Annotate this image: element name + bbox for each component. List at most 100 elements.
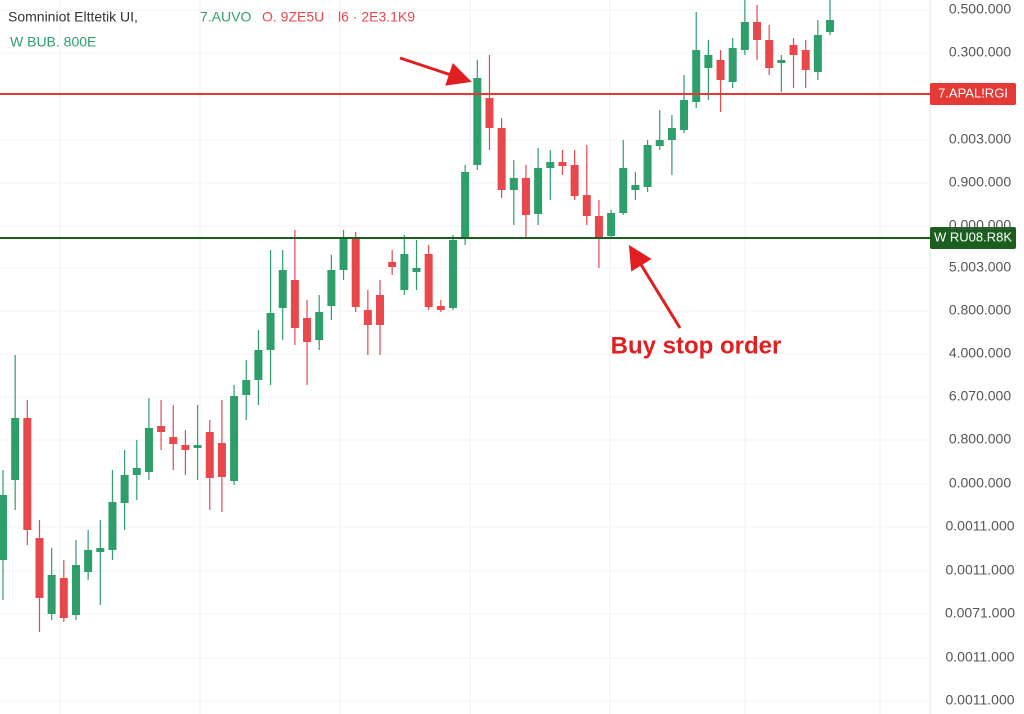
candle-body (461, 172, 470, 238)
candle-body (813, 35, 822, 72)
candle-body (424, 254, 433, 307)
candle-body (84, 550, 93, 572)
price-level-label: 7.APAL!RGI (938, 85, 1008, 100)
y-tick-label: 0.000.000 (949, 217, 1011, 233)
y-tick-label: 0.0011.000 (945, 692, 1014, 708)
candle-body (473, 78, 482, 165)
subtitle: W BUB. 800E (10, 34, 96, 50)
candle-body (704, 55, 713, 68)
candle-body (11, 418, 20, 480)
y-tick-label: 0.500.000 (949, 1, 1011, 17)
candle-body (692, 50, 701, 102)
vertical-grid (59, 0, 881, 714)
candle-body (534, 168, 543, 214)
candle-body (740, 22, 749, 50)
candle-body (351, 238, 360, 307)
annotation: Buy stop order (611, 332, 782, 359)
candle-body (193, 445, 202, 448)
candle-body (631, 185, 640, 190)
y-tick-label: 0.0011.000 (945, 562, 1014, 578)
candle-body (448, 240, 457, 308)
candle-body (23, 418, 32, 530)
price-level-label: W RU08.R8K (934, 229, 1012, 244)
header-value: O. 9ZE5U (262, 9, 324, 25)
candle-body (71, 565, 80, 615)
text-layer: 7.AUVO O. 9ZE5U l6 · 2E3.1K9 0.500.000 0.300… (200, 1, 1015, 708)
candle-body (655, 140, 664, 146)
candle-body (108, 502, 117, 550)
candle-body (582, 195, 591, 216)
y-tick-label: 0.003.000 (949, 131, 1011, 147)
candle-body (144, 428, 153, 472)
header-value: 7.AUVO (200, 9, 251, 25)
y-tick-label: 0.800.000 (949, 302, 1011, 318)
y-tick-label: 0.900.000 (949, 174, 1011, 190)
candle-body (388, 262, 397, 267)
candle-body (230, 396, 239, 481)
candle-body (777, 60, 786, 63)
candle-body (594, 216, 603, 238)
candle-body (35, 538, 44, 598)
candle-body (497, 128, 506, 190)
candle-body (169, 437, 178, 444)
candle-body (667, 128, 676, 140)
candles-layer (0, 0, 834, 632)
candle-body (521, 178, 530, 215)
y-tick-label: 0.800.000 (949, 431, 1011, 447)
candle-body (96, 548, 105, 552)
candle-body (303, 318, 312, 342)
candle-body (558, 162, 567, 166)
candle-body (546, 162, 555, 168)
candle-body (728, 48, 737, 82)
y-tick-label: 4.000.000 (949, 345, 1011, 361)
arrow (399, 56, 472, 86)
candle-body (436, 306, 445, 310)
candle-body (801, 50, 810, 70)
candle-body (716, 60, 725, 80)
candle-body (157, 426, 166, 432)
candle-body (485, 98, 494, 128)
candle-body (339, 238, 348, 270)
candle-body (290, 280, 299, 328)
candle-body (59, 578, 68, 618)
y-tick-label: 0.0071.000 (945, 605, 1015, 621)
y-tick-label: 0.300.000 (949, 44, 1011, 60)
y-tick-label: 0.0011.000 (945, 649, 1014, 665)
candle-body (570, 165, 579, 196)
candle-body (120, 475, 129, 503)
candle-body (509, 178, 518, 190)
price-level-tag (930, 83, 1016, 105)
candle-body (278, 270, 287, 308)
candle-body (789, 45, 798, 55)
candle-body (315, 312, 324, 340)
arrow (628, 244, 682, 329)
candle-body (132, 468, 141, 475)
y-tick-label: 0.000.000 (949, 475, 1011, 491)
candle-body (826, 20, 834, 32)
candle-body (217, 443, 226, 477)
candle-body (254, 350, 263, 380)
candle-body (400, 254, 409, 290)
candle-body (607, 213, 616, 236)
y-tick-label: 0.0011.000 (945, 518, 1014, 534)
candle-body (47, 575, 56, 614)
candle-body (0, 495, 7, 560)
candle-body (753, 22, 762, 40)
candle-body (266, 313, 275, 350)
y-tick-label: 6.070.000 (949, 388, 1011, 404)
price-level-tag (930, 227, 1016, 249)
candle-body (205, 432, 214, 478)
header-value: l6 · 2E3.1K9 (338, 9, 415, 25)
candle-body (619, 168, 628, 213)
levels-layer: 7.APAL!RGI W RU08.R8K (0, 83, 1016, 249)
candle-body (376, 295, 385, 325)
grid-layer (0, 9, 930, 702)
candle-body (680, 100, 689, 130)
candle-body (181, 445, 190, 450)
candle-body (242, 380, 251, 395)
candle-body (327, 270, 336, 306)
candle-body (363, 310, 372, 325)
candle-body (412, 268, 421, 272)
